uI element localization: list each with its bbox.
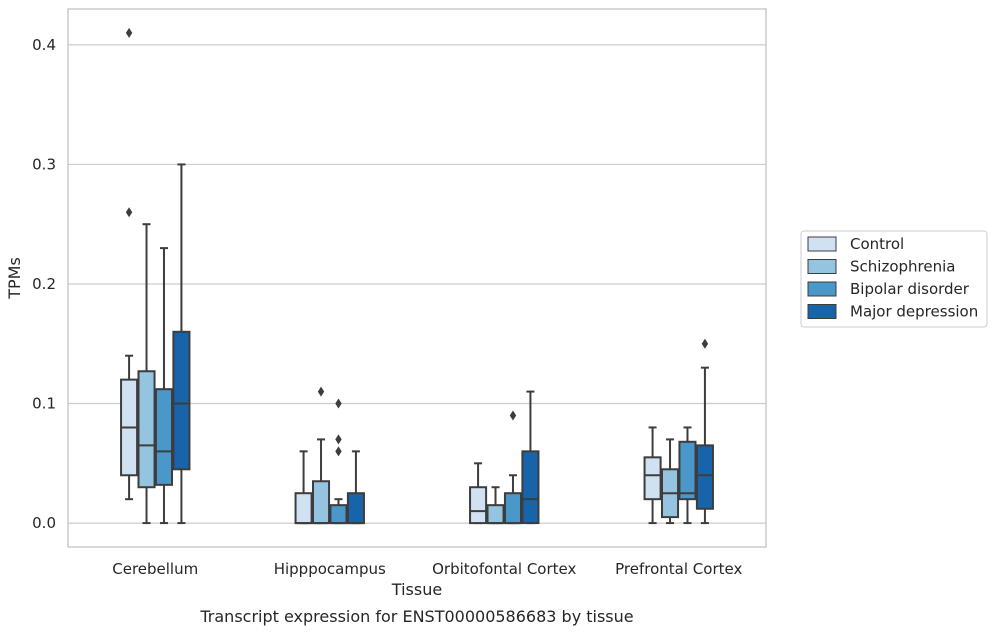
- figure-caption: Transcript expression for ENST0000058668…: [199, 607, 633, 626]
- box-iqr: [172, 330, 191, 471]
- plot-frame: [67, 8, 767, 548]
- x-axis-label: Tissue: [391, 580, 442, 599]
- y-tick-label: 0.0: [32, 514, 56, 532]
- y-axis-label: TPMs: [5, 257, 24, 300]
- x-tick-label: Orbitofontal Cortex: [432, 560, 576, 578]
- box-iqr: [346, 492, 365, 525]
- box-control-orbitofontal-cortex: [469, 462, 488, 525]
- legend-swatch: [807, 304, 837, 319]
- legend-frame: [800, 230, 988, 328]
- outlier-point: [335, 446, 342, 457]
- legend-label: Schizophrenia: [850, 258, 955, 276]
- outlier-point: [125, 27, 133, 38]
- y-axis-ticks: 0.0 0.1 0.2 0.3 0.4: [32, 36, 56, 532]
- legend-swatch: [807, 236, 837, 252]
- legend-items: Control Schizophrenia Bipolar disorder Majo…: [807, 235, 978, 321]
- x-tick-label: Hipppocampus: [274, 560, 386, 578]
- outlier-point: [317, 386, 325, 397]
- box-iqr: [311, 480, 331, 525]
- box-iqr: [643, 456, 662, 501]
- x-tick-label: Prefrontal Cortex: [615, 560, 742, 578]
- y-tick-label: 0.3: [32, 155, 56, 173]
- box-major-depression-cerebellum: [172, 163, 191, 525]
- box-iqr: [154, 388, 174, 486]
- box-bipolar-disorder-orbitofontal-cortex: [503, 410, 523, 525]
- box-major-depression-prefrontal-cortex: [695, 338, 714, 525]
- boxes: [120, 27, 714, 525]
- box-iqr: [695, 444, 714, 510]
- legend-label: Major depression: [850, 303, 978, 321]
- legend-label: Control: [850, 235, 904, 253]
- box-schizophrenia-prefrontal-cortex: [660, 438, 680, 525]
- box-bipolar-disorder-hipppocampus: [329, 398, 348, 525]
- box-control-cerebellum: [120, 27, 139, 501]
- outlier-point: [125, 207, 133, 218]
- box-schizophrenia-hipppocampus: [311, 386, 331, 525]
- y-tick-label: 0.2: [32, 275, 56, 293]
- outlier-point: [509, 410, 517, 421]
- box-iqr: [486, 504, 505, 525]
- box-iqr: [294, 492, 313, 525]
- box-iqr: [503, 492, 523, 525]
- x-tick-label: Cerebellum: [112, 560, 198, 578]
- legend-label: Bipolar disorder: [850, 280, 970, 298]
- box-schizophrenia-cerebellum: [137, 223, 156, 525]
- box-iqr: [329, 504, 348, 525]
- y-tick-label: 0.4: [32, 36, 56, 54]
- outlier-point: [701, 338, 709, 349]
- x-axis-ticks: Cerebellum Hipppocampus Orbitofontal Corte…: [112, 560, 742, 578]
- y-tick-label: 0.1: [32, 395, 56, 413]
- box-iqr: [521, 450, 540, 525]
- box-control-prefrontal-cortex: [643, 426, 662, 525]
- box-iqr: [137, 370, 156, 489]
- box-bipolar-disorder-cerebellum: [154, 247, 174, 525]
- legend-swatch: [807, 281, 837, 297]
- outlier-point: [335, 434, 342, 445]
- box-schizophrenia-orbitofontal-cortex: [486, 486, 505, 525]
- outlier-point: [335, 398, 342, 409]
- box-control-hipppocampus: [294, 450, 313, 525]
- box-major-depression-hipppocampus: [346, 450, 365, 525]
- box-iqr: [469, 486, 488, 525]
- box-major-depression-orbitofontal-cortex: [521, 390, 540, 525]
- legend: Control Schizophrenia Bipolar disorder Majo…: [800, 230, 988, 328]
- legend-swatch: [807, 259, 837, 274]
- box-bipolar-disorder-prefrontal-cortex: [678, 426, 697, 525]
- box-iqr: [678, 440, 697, 501]
